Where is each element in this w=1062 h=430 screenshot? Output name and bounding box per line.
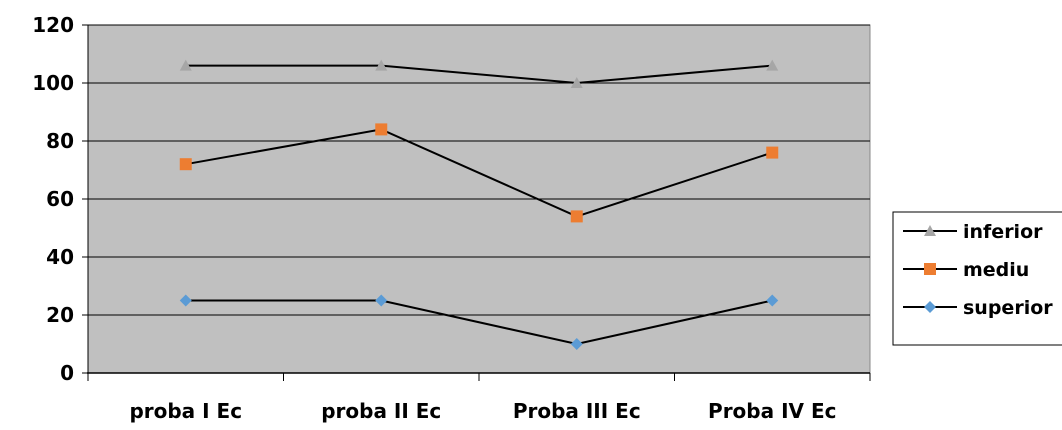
legend-label: mediu	[963, 259, 1029, 281]
axes	[82, 24, 871, 381]
data-point-inferior	[179, 59, 192, 71]
data-point-superior	[179, 294, 192, 307]
legend-marker-inferior	[924, 225, 936, 236]
legend-box	[892, 211, 1062, 346]
x-tick-label: proba I Ec	[129, 399, 242, 423]
data-point-mediu	[375, 123, 388, 136]
legend: inferior mediu superior	[892, 211, 1062, 346]
series-line-superior	[185, 299, 773, 346]
data-point-superior	[375, 294, 388, 307]
series-mediu	[179, 123, 779, 223]
x-tick-label: proba II Ec	[321, 399, 441, 423]
series-inferior	[179, 59, 779, 88]
data-point-superior	[766, 294, 779, 307]
data-point-inferior	[570, 77, 583, 88]
y-tick-label: 20	[46, 303, 74, 327]
series-superior	[179, 294, 779, 350]
y-tick-label: 80	[46, 129, 74, 153]
y-tick-label: 100	[32, 71, 74, 95]
legend-label: superior	[963, 297, 1053, 319]
data-point-mediu	[766, 146, 779, 159]
legend-item-superior: superior	[903, 297, 1053, 319]
legend-marker-superior	[924, 301, 936, 313]
data-point-inferior	[375, 59, 388, 71]
x-tick-label: Proba IV Ec	[708, 399, 836, 423]
x-axis-tick-labels: proba I Ec proba II Ec Proba III Ec Proba I…	[129, 399, 836, 423]
series-line-inferior	[185, 64, 773, 85]
legend-label: inferior	[963, 221, 1043, 243]
data-point-mediu	[179, 158, 192, 171]
y-tick-label: 0	[60, 361, 74, 385]
series-group	[179, 59, 779, 350]
data-point-mediu	[570, 210, 583, 223]
legend-item-inferior: inferior	[903, 221, 1043, 243]
y-tick-label: 40	[46, 245, 74, 269]
series-line-mediu	[185, 128, 773, 218]
gridlines	[88, 24, 870, 316]
legend-marker-mediu	[924, 263, 936, 275]
x-tick-label: Proba III Ec	[513, 399, 641, 423]
y-tick-label: 120	[32, 13, 74, 37]
y-tick-label: 60	[46, 187, 74, 211]
data-point-superior	[570, 338, 583, 350]
legend-item-mediu: mediu	[903, 259, 1029, 281]
data-point-inferior	[766, 59, 779, 71]
y-axis-tick-labels: 0 20 40 60 80 100 120	[32, 13, 74, 385]
